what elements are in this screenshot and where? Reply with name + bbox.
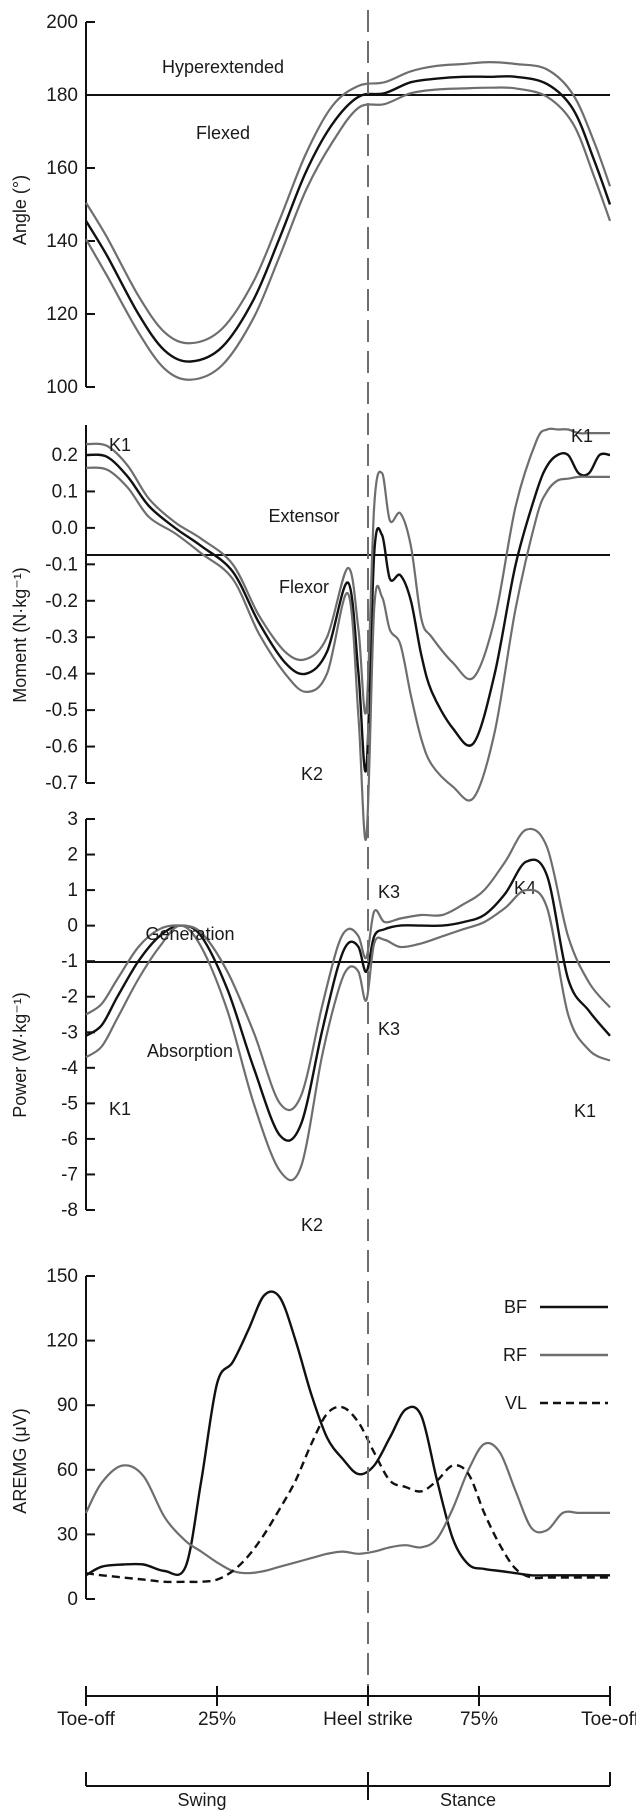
y-ticklabel: 30 xyxy=(57,1524,78,1545)
y-ticklabel: 180 xyxy=(46,85,78,106)
annotation-generation: Generation xyxy=(145,924,234,944)
phase-bracket: Swing Stance xyxy=(85,1772,611,1810)
emg-series-lines xyxy=(85,1290,610,1584)
series-line-lower xyxy=(85,888,611,1182)
x-ticklabel-75: 75% xyxy=(460,1709,498,1730)
y-ticklabel: 0.1 xyxy=(52,481,78,502)
y-ticklabel: -0.7 xyxy=(45,773,78,794)
angle-y-label: Angle (°) xyxy=(10,175,30,245)
y-ticklabel: -4 xyxy=(61,1058,78,1079)
y-ticklabel: -6 xyxy=(61,1129,78,1150)
series-line-lower xyxy=(85,86,612,381)
annotation-moment-k3: K3 xyxy=(378,882,400,902)
y-ticklabel: 3 xyxy=(67,809,78,830)
annotation-power-k3: K3 xyxy=(378,1019,400,1039)
y-ticklabel: 0.0 xyxy=(52,518,78,539)
y-ticklabel: 160 xyxy=(46,158,78,179)
y-ticklabel: -8 xyxy=(61,1200,78,1221)
y-ticklabel: 120 xyxy=(46,1331,78,1352)
y-ticklabel: 120 xyxy=(46,304,78,325)
annotation-power-k2: K2 xyxy=(301,1215,323,1235)
y-ticklabel: 2 xyxy=(67,845,78,866)
annotation-moment-k1-left: K1 xyxy=(109,435,131,455)
y-ticklabel: -7 xyxy=(61,1164,78,1185)
y-ticklabel: 100 xyxy=(46,377,78,398)
y-ticklabel: 0 xyxy=(67,916,78,937)
series-line-upper xyxy=(85,61,612,345)
series-line-upper xyxy=(85,427,610,715)
x-ticklabel-toe-off-end: Toe-off xyxy=(581,1709,636,1730)
series-line-rf xyxy=(85,1441,610,1575)
legend-label-vl: VL xyxy=(505,1393,527,1413)
annotation-extensor: Extensor xyxy=(268,506,339,526)
annotation-power-k1-right: K1 xyxy=(574,1101,596,1121)
phase-label-stance: Stance xyxy=(440,1790,496,1810)
y-ticklabel: 0.2 xyxy=(52,445,78,466)
y-ticklabel: 90 xyxy=(57,1395,78,1416)
emg-y-label: AREMG (μV) xyxy=(10,1408,30,1513)
legend-label-bf: BF xyxy=(504,1297,527,1317)
y-ticklabel: -5 xyxy=(61,1093,78,1114)
annotation-moment-k2: K2 xyxy=(301,764,323,784)
y-ticklabel: 60 xyxy=(57,1460,78,1481)
gait-cycle-axis: Toe-off 25% Heel strike 75% Toe-off xyxy=(57,1686,636,1730)
power-panel: Power (W·kg⁻¹) 3 2 1 0 -1 -2 -3 -4 -5 -6 -7 -8 Gene… xyxy=(10,809,611,1235)
emg-panel: AREMG (μV) 0 30 60 90 120 150 BF RF VL xyxy=(10,1266,610,1610)
x-ticklabel-heel-strike: Heel strike xyxy=(323,1709,413,1730)
power-y-axis: 3 2 1 0 -1 -2 -3 -4 -5 -6 -7 -8 xyxy=(61,809,95,1221)
moment-panel: Moment (N·kg⁻¹) 0.2 0.1 0.0 -0.1 -0.2 -0.3 -0.… xyxy=(10,425,611,902)
annotation-flexor: Flexor xyxy=(279,577,329,597)
moment-y-axis: 0.2 0.1 0.0 -0.1 -0.2 -0.3 -0.4 -0.5 -0.6 -0.7 xyxy=(45,425,95,794)
emg-y-axis: 0 30 60 90 120 150 xyxy=(46,1266,95,1610)
y-ticklabel: -0.1 xyxy=(45,554,78,575)
moment-series-lines xyxy=(85,427,611,842)
y-ticklabel: 1 xyxy=(67,880,78,901)
series-line-mean xyxy=(84,75,612,363)
annotation-power-k1-left: K1 xyxy=(109,1099,131,1119)
y-ticklabel: -0.3 xyxy=(45,627,78,648)
y-ticklabel: 200 xyxy=(46,12,78,33)
y-ticklabel: 0 xyxy=(67,1589,78,1610)
y-ticklabel: 140 xyxy=(46,231,78,252)
series-line-bf xyxy=(85,1290,610,1577)
annotation-hyperextended: Hyperextended xyxy=(162,57,284,77)
annotation-moment-k1-right: K1 xyxy=(571,426,593,446)
angle-panel: Angle (°) 100 120 140 160 180 200 Hyperextend… xyxy=(10,12,612,398)
power-series-lines xyxy=(85,827,611,1182)
emg-legend: BF RF VL xyxy=(503,1297,608,1413)
x-ticklabel-25: 25% xyxy=(198,1709,236,1730)
phase-label-swing: Swing xyxy=(177,1790,226,1810)
annotation-flexed: Flexed xyxy=(196,123,250,143)
y-ticklabel: -0.4 xyxy=(45,664,78,685)
y-ticklabel: -3 xyxy=(61,1022,78,1043)
series-line-lower xyxy=(85,466,610,842)
annotation-absorption: Absorption xyxy=(147,1041,233,1061)
series-line-mean xyxy=(85,452,611,773)
angle-series-lines xyxy=(84,61,612,381)
y-ticklabel: -0.6 xyxy=(45,737,78,758)
moment-y-label: Moment (N·kg⁻¹) xyxy=(10,567,30,703)
power-y-label: Power (W·kg⁻¹) xyxy=(10,992,30,1118)
y-ticklabel: -2 xyxy=(61,987,78,1008)
y-ticklabel: -1 xyxy=(61,951,78,972)
y-ticklabel: -0.5 xyxy=(45,700,78,721)
y-ticklabel: 150 xyxy=(46,1266,78,1287)
y-ticklabel: -0.2 xyxy=(45,591,78,612)
legend-label-rf: RF xyxy=(503,1345,527,1365)
x-ticklabel-toe-off-start: Toe-off xyxy=(57,1709,115,1730)
series-line-vl xyxy=(85,1405,610,1584)
series-line-mean xyxy=(85,858,611,1142)
